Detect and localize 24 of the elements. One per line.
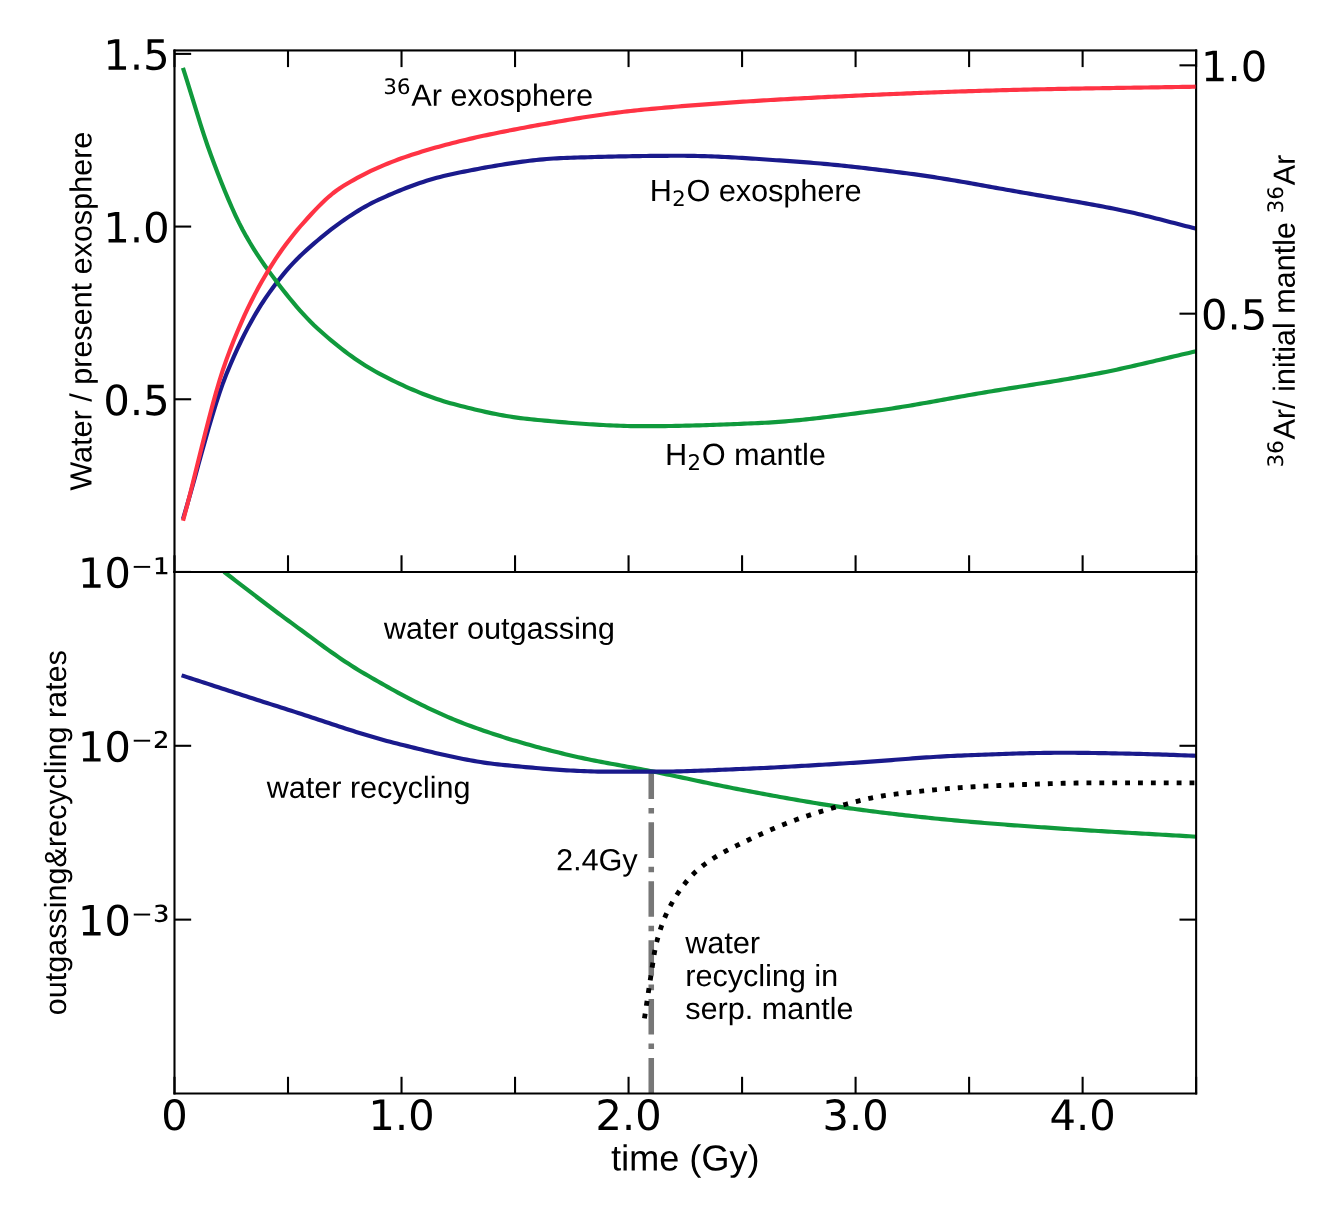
series-label: H$_{2}$O mantle bbox=[667, 442, 825, 470]
y-tick-label: 10⁻³ bbox=[82, 904, 168, 937]
y-tick-label: 10⁻² bbox=[82, 730, 168, 763]
x-tick-label: 3.0 bbox=[825, 1099, 886, 1131]
y-axis-title: outgassing&recycling rates bbox=[43, 651, 73, 1014]
y2-tick-label: 0.5 bbox=[1203, 298, 1264, 331]
y2-axis-title: $^{36}$Ar/ initial mantle $^{36}$Ar bbox=[1267, 155, 1296, 466]
y-tick-label: 1.0 bbox=[107, 211, 167, 243]
series-label: H$_{2}$O exosphere bbox=[652, 178, 861, 208]
series-label: water recycling in serp. mantle bbox=[685, 933, 853, 1026]
series-label: water outgassing bbox=[383, 616, 613, 646]
series-label: water recycling bbox=[266, 775, 469, 805]
x-tick-label: 2.0 bbox=[598, 1099, 659, 1131]
y2-tick-label: 1.0 bbox=[1205, 50, 1265, 82]
y-tick-label: 1.5 bbox=[107, 39, 166, 71]
series-label: $^{36}$Ar exosphere bbox=[384, 78, 592, 113]
x-tick-label: 1.0 bbox=[372, 1099, 432, 1131]
y-axis-title: Water / present exosphere bbox=[69, 133, 98, 491]
y-tick-label: 10⁻¹ bbox=[82, 556, 168, 589]
x-axis-title: time (Gy) bbox=[611, 1144, 758, 1178]
y-tick-label: 0.5 bbox=[106, 384, 166, 416]
x-tick-label: 4.0 bbox=[1051, 1099, 1113, 1131]
x-tick-label: 0 bbox=[163, 1099, 185, 1131]
ref-line-label: 2.4Gy bbox=[557, 849, 638, 877]
